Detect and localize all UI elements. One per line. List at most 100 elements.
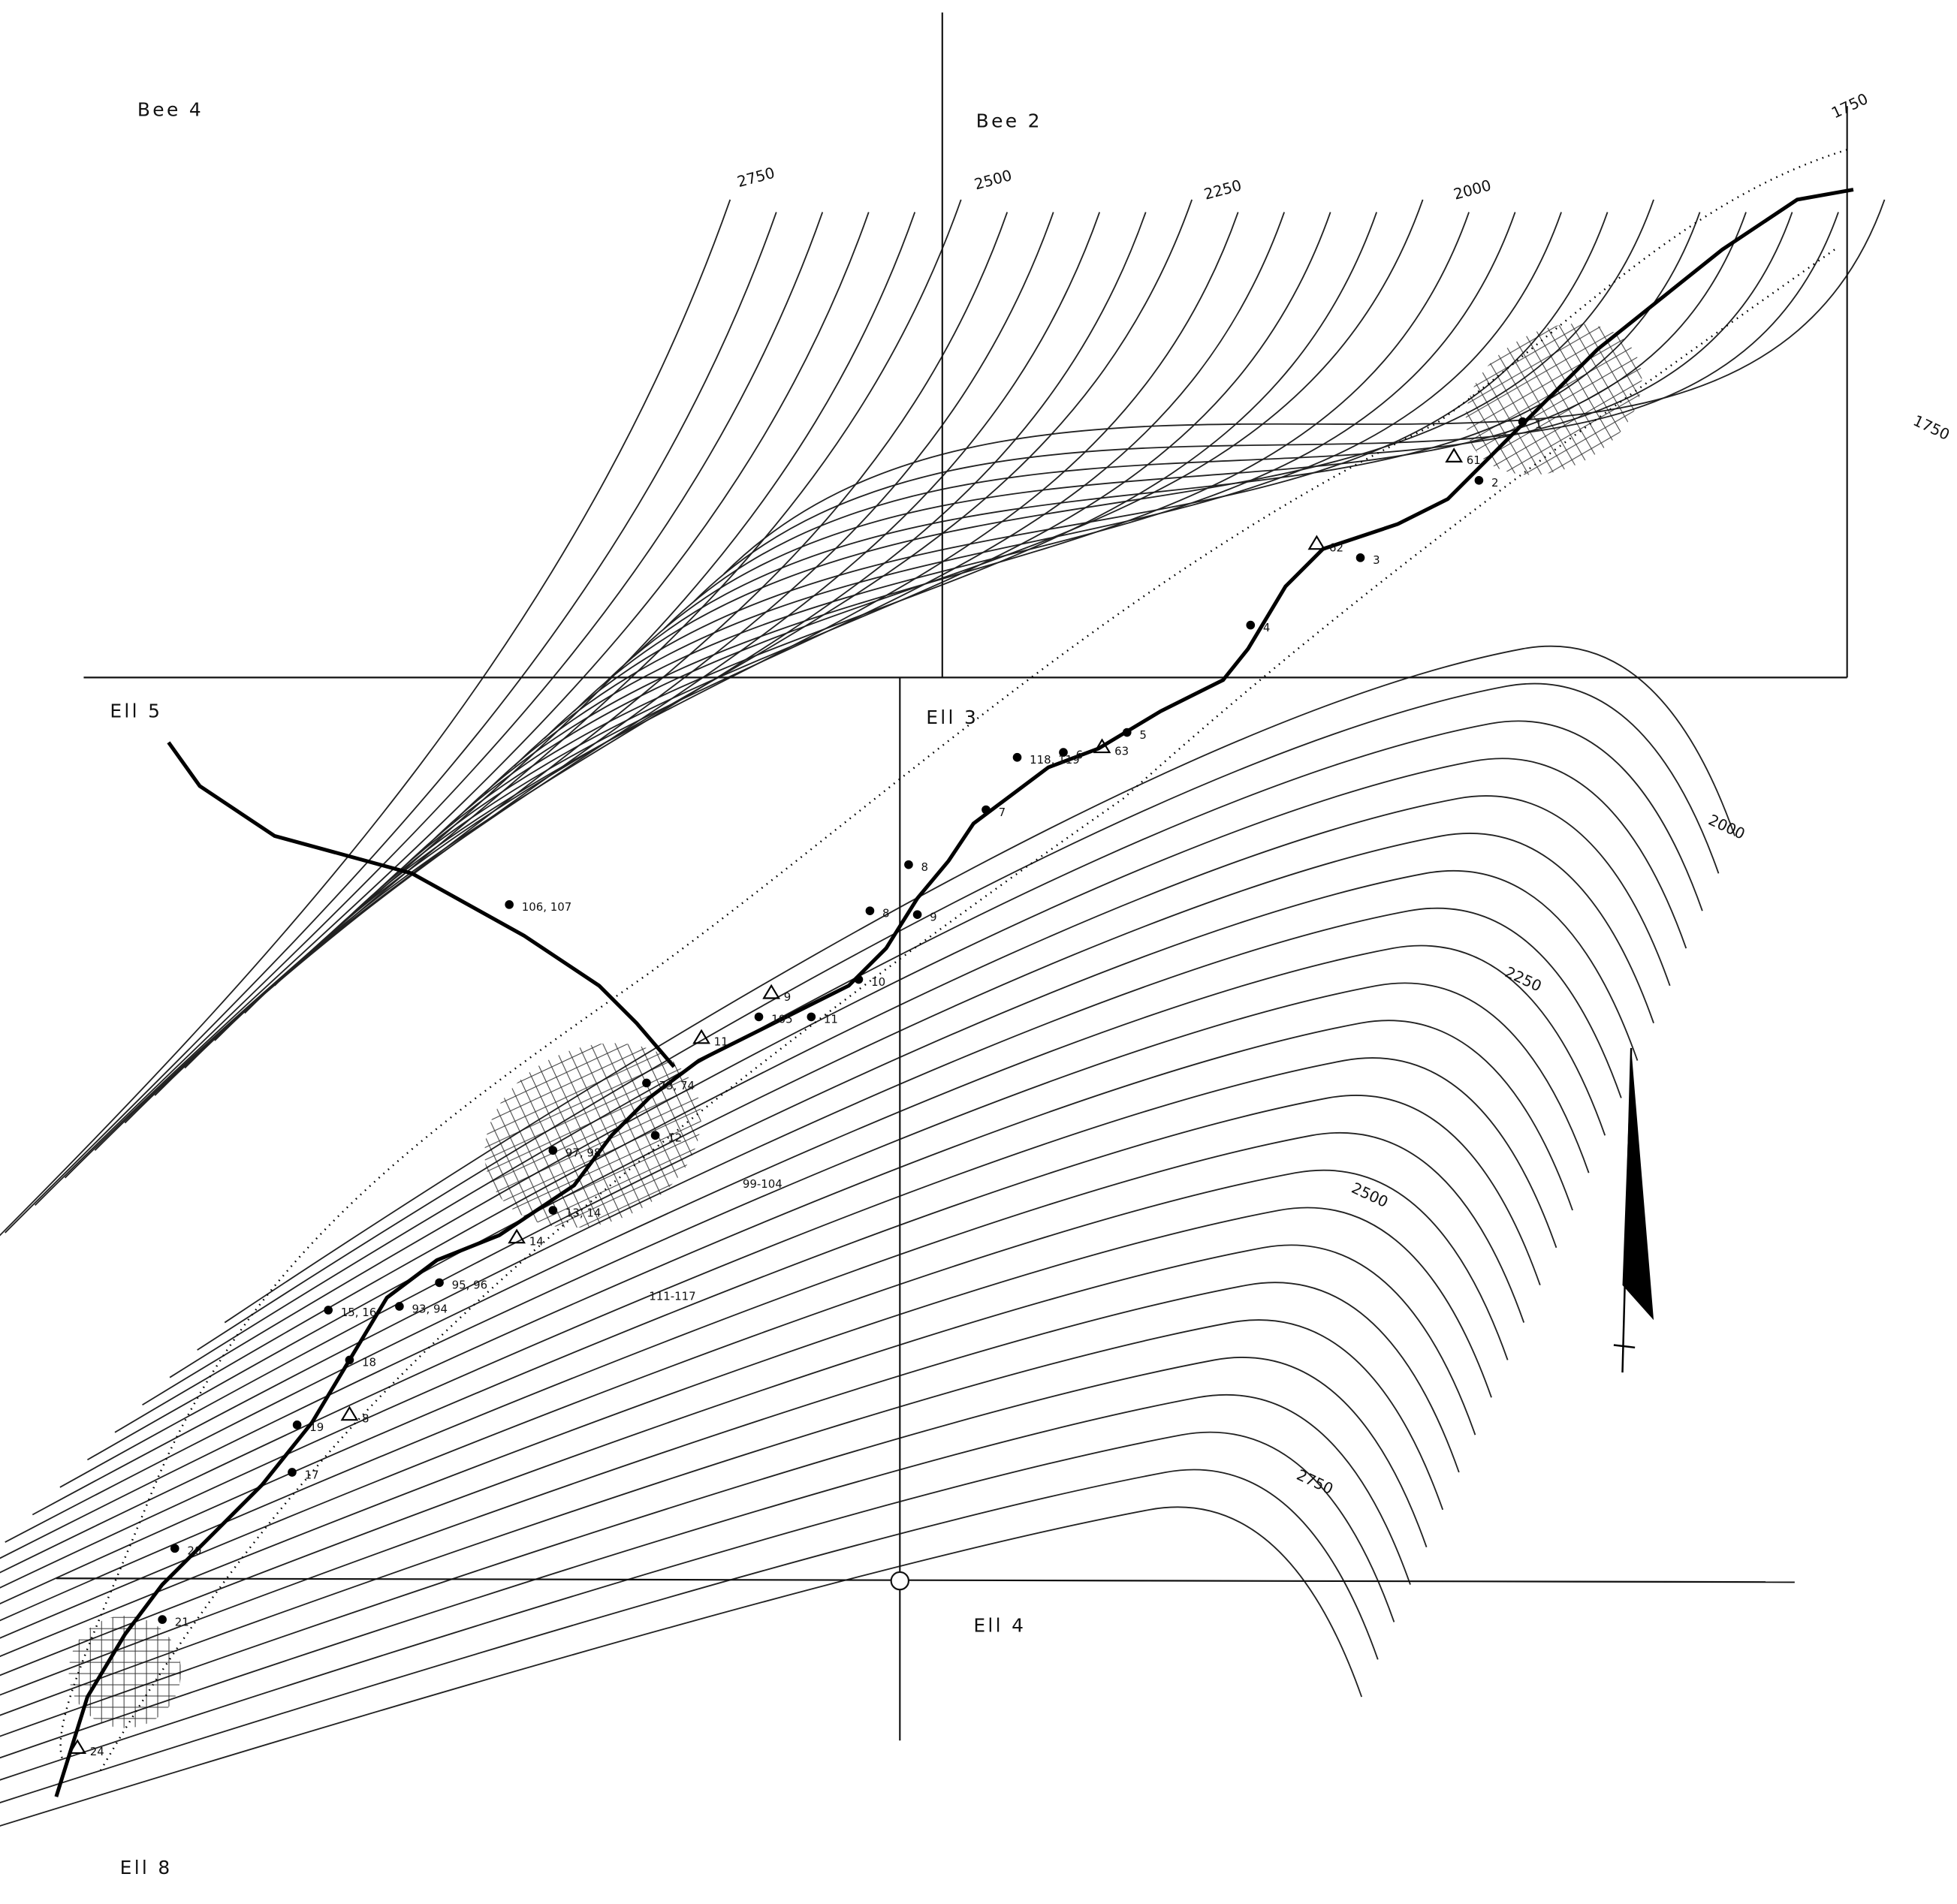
site-label: 9 xyxy=(784,990,792,1004)
quadrangle-label: Ell 5 xyxy=(110,700,162,722)
contour-label: 2750 xyxy=(735,164,776,191)
site-dot xyxy=(904,860,913,869)
page: Bee 4 Bee 2 Ell 5 Ell 3 Ell 4 Ell 8 2750… xyxy=(0,0,1957,1904)
contour-line xyxy=(95,212,915,1151)
contour-line xyxy=(394,212,1377,876)
site-label: 62 xyxy=(1329,541,1343,555)
contour-label: 2500 xyxy=(1349,1179,1391,1211)
site-dot xyxy=(293,1420,302,1430)
contour-line xyxy=(0,1507,1361,1904)
contour-line xyxy=(5,946,1606,1543)
contour-line xyxy=(185,212,1054,1068)
site-label: 97, 98 xyxy=(565,1146,602,1160)
site-label: 106, 107 xyxy=(522,900,572,914)
survey-triangle xyxy=(342,1408,357,1420)
site-label: 3 xyxy=(1373,553,1380,567)
contour-line xyxy=(0,1208,1491,1734)
contour-line xyxy=(198,684,1719,1351)
site-dot xyxy=(1475,476,1484,485)
quadrangle-label: Ell 8 xyxy=(120,1857,173,1878)
site-label: 73, 74 xyxy=(659,1079,695,1092)
contour-line xyxy=(215,212,1099,1041)
site-dot xyxy=(866,906,875,915)
site-label: 8 xyxy=(882,906,890,920)
site-label: 17 xyxy=(305,1468,319,1481)
site-label: 21 xyxy=(175,1615,189,1628)
site-dot xyxy=(324,1306,333,1315)
site-label: 24 xyxy=(90,1745,104,1758)
site-label: 8 xyxy=(362,1412,369,1426)
site-label: 99-104 xyxy=(743,1177,782,1191)
site-dot xyxy=(1356,553,1365,562)
contour-line xyxy=(0,1433,1394,1899)
quadrangle-label: Ell 3 xyxy=(926,706,978,728)
site-dot xyxy=(651,1131,660,1140)
site-dot xyxy=(982,806,991,815)
survey-triangle xyxy=(1309,537,1324,550)
quadrangle-label: Bee 2 xyxy=(976,110,1042,132)
contour-line xyxy=(155,212,1007,1096)
contour-line xyxy=(0,1395,1410,1872)
contour-label: 2500 xyxy=(972,166,1014,193)
site-dot xyxy=(288,1468,297,1477)
site-label: 15, 16 xyxy=(341,1306,377,1319)
site-dot xyxy=(1013,753,1022,762)
contour-line xyxy=(544,212,1608,739)
site-dot xyxy=(1246,621,1255,630)
site-dot xyxy=(642,1079,651,1088)
survey-triangle xyxy=(1446,449,1461,462)
site-label: 8 xyxy=(921,860,929,874)
north-arrow xyxy=(1614,1048,1654,1372)
site-dot xyxy=(548,1206,557,1215)
site-label: 95, 96 xyxy=(452,1279,488,1292)
site-label: 20 xyxy=(187,1544,201,1558)
site-dot xyxy=(548,1146,557,1155)
site-marks xyxy=(70,417,1527,1753)
site-dot xyxy=(913,910,922,919)
contour-line xyxy=(305,212,1238,959)
site-dot xyxy=(158,1615,167,1624)
contour-label: 2250 xyxy=(1202,176,1244,203)
contour-line xyxy=(0,1133,1524,1680)
site-label: 105 xyxy=(771,1013,793,1026)
site-label: 111-117 xyxy=(649,1290,695,1303)
contour-label: 2000 xyxy=(1452,176,1493,203)
topographic-map: Bee 4 Bee 2 Ell 5 Ell 3 Ell 4 Ell 8 2750… xyxy=(0,0,1957,1904)
contour-label: 1750 xyxy=(1829,89,1871,122)
survey-triangle xyxy=(509,1231,524,1243)
site-label: 5 xyxy=(1139,728,1147,742)
site-label: 18 xyxy=(362,1356,376,1369)
survey-triangle xyxy=(764,986,779,999)
site-label: 14 xyxy=(529,1235,544,1249)
site-label: 19 xyxy=(309,1420,324,1434)
site-label: 93, 94 xyxy=(412,1302,448,1315)
site-label: 61 xyxy=(1467,453,1481,467)
site-dot xyxy=(755,1013,764,1022)
contour-line xyxy=(125,200,960,1123)
contour-line xyxy=(694,212,1838,602)
contour-line xyxy=(0,983,1589,1569)
site-label: 11 xyxy=(824,1013,838,1026)
site-label: 2 xyxy=(1491,476,1499,490)
site-dot xyxy=(170,1544,179,1553)
site-label: 118, 119 xyxy=(1030,753,1080,767)
contour-line xyxy=(65,212,869,1178)
site-label: 1 xyxy=(1535,417,1542,431)
site-dot xyxy=(345,1356,354,1365)
contour-line xyxy=(514,212,1561,767)
contour-line xyxy=(87,833,1654,1460)
contour-line xyxy=(0,1357,1427,1844)
quadrangle-label: Ell 4 xyxy=(973,1615,1026,1637)
site-label: 9 xyxy=(930,910,937,923)
site-label: 63 xyxy=(1114,744,1129,758)
site-label: 7 xyxy=(999,806,1006,819)
section-lines xyxy=(56,13,1847,1741)
site-dot xyxy=(435,1279,444,1288)
site-label: 12 xyxy=(668,1131,682,1145)
contour-line xyxy=(0,1170,1508,1707)
site-label: 13, 14 xyxy=(565,1206,602,1219)
quadrangle-labels: Bee 4 Bee 2 Ell 5 Ell 3 Ell 4 Ell 8 xyxy=(110,99,1042,1879)
contour-line xyxy=(424,200,1422,848)
site-label: 11 xyxy=(714,1035,728,1049)
